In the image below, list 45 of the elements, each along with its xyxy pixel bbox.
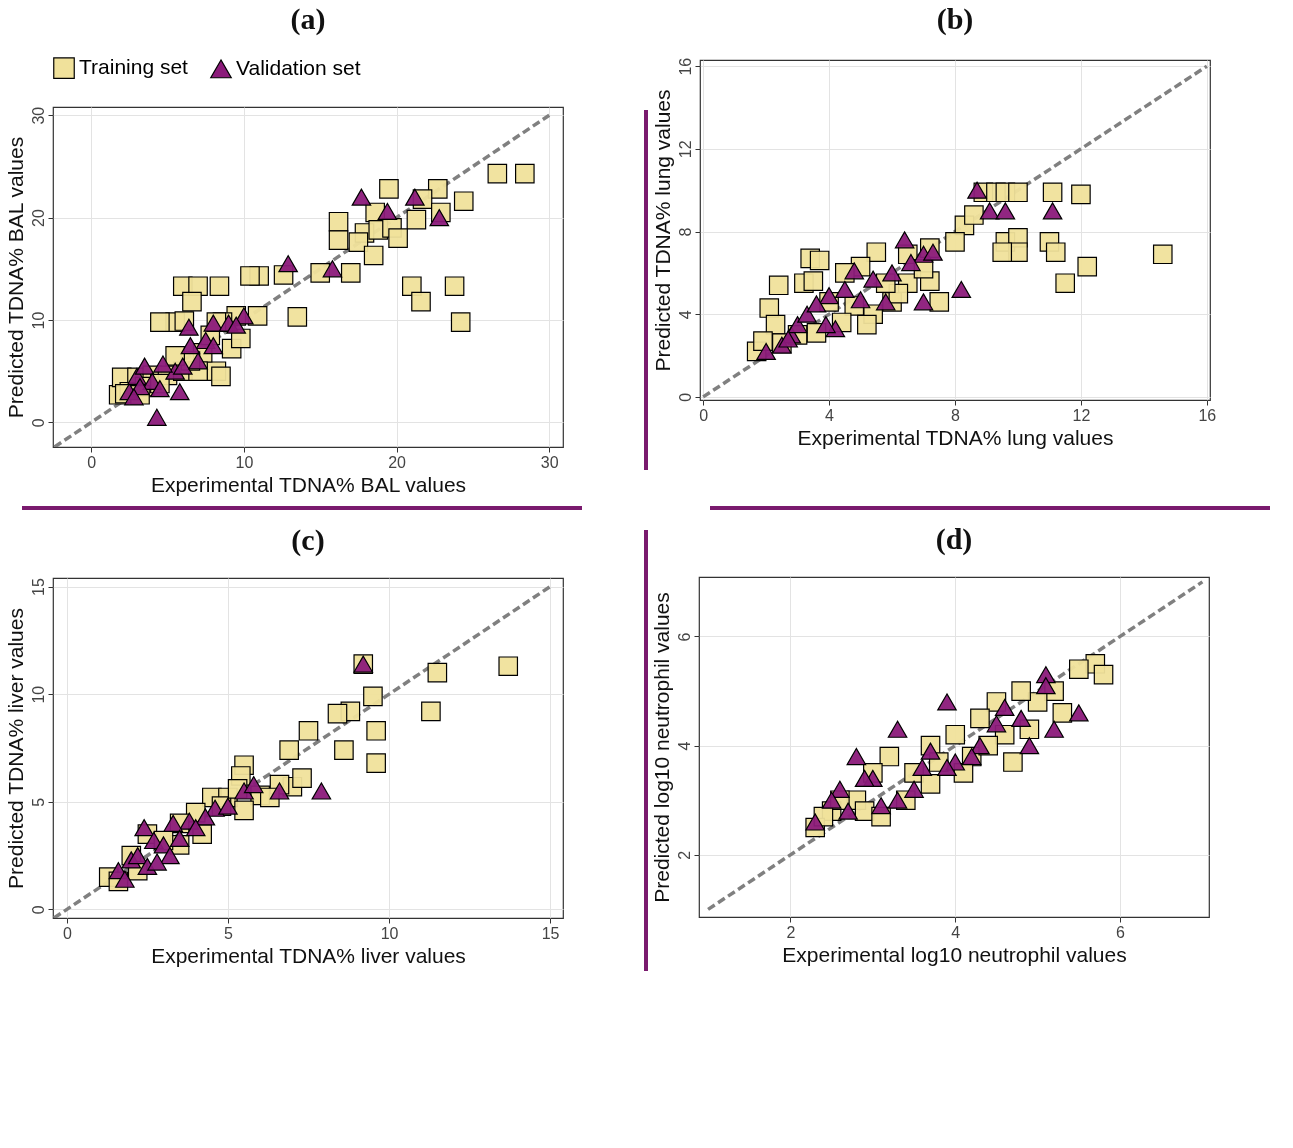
x-tick-label: 8 [951,406,961,424]
x-tick-label: 20 [388,453,407,471]
chart-title: (b) [936,2,974,37]
y-axis-title: Predicted TDNA% lung values [650,89,674,372]
x-axis-title: Experimental TDNA% lung values [797,425,1114,449]
y-tick-label: 4 [676,310,694,320]
y-axis-title: Predicted log10 neutrophil values [649,592,673,903]
y-tick-label: 30 [29,106,47,125]
x-axis-title: Experimental TDNA% liver values [151,943,466,967]
y-tick-label: 20 [29,209,47,227]
y-tick-label: 10 [29,311,47,330]
chart-title: (a) [290,2,326,36]
x-tick-label: 6 [1116,923,1126,941]
y-axis-title: Predicted TDNA% liver values [3,608,27,889]
legend-label: Validation set [236,55,361,79]
x-tick-label: 5 [223,924,233,942]
y-tick-label: 16 [676,57,694,76]
y-tick-label: 12 [676,140,694,159]
y-tick-label: 2 [675,850,693,860]
x-tick-label: 30 [540,453,559,471]
x-tick-label: 4 [951,923,961,941]
y-axis-title: Predicted TDNA% BAL values [3,136,27,419]
x-tick-label: 0 [699,406,709,424]
x-tick-label: 0 [62,924,72,942]
x-tick-label: 2 [786,923,796,941]
y-tick-label: 6 [675,632,693,642]
y-tick-label: 4 [675,741,693,751]
x-tick-label: 4 [825,406,835,424]
y-tick-label: 0 [676,392,694,402]
y-tick-label: 0 [29,905,47,915]
y-tick-label: 8 [676,227,694,237]
x-tick-label: 15 [541,924,560,942]
x-tick-label: 10 [380,924,399,942]
x-axis-title: Experimental log10 neutrophil values [782,942,1127,966]
x-tick-label: 12 [1072,406,1091,424]
y-tick-label: 15 [29,578,47,597]
x-tick-label: 0 [87,453,97,471]
chart-title: (d) [935,522,973,556]
legend-label: Training set [79,55,189,79]
y-tick-label: 5 [29,797,47,807]
x-axis-title: Experimental TDNA% BAL values [150,472,467,496]
x-tick-label: 16 [1198,406,1217,424]
y-tick-label: 10 [29,685,47,704]
x-tick-label: 10 [235,453,254,471]
chart-title: (c) [291,522,325,557]
